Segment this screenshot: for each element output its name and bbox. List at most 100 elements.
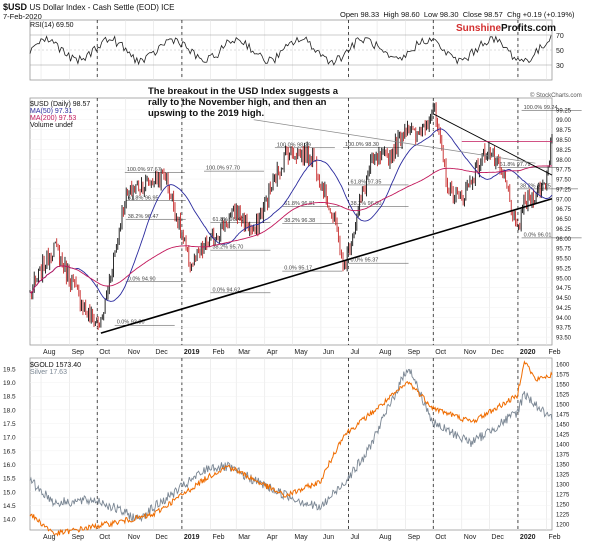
x-tick-label-usd: Feb — [212, 349, 224, 356]
gold-tick-label: 1300 — [556, 483, 570, 489]
usd-legend: $USD (Daily) 98.57 MA(50) 97.31 MA(200) … — [30, 101, 90, 129]
gold-tick-label: 1250 — [556, 503, 570, 509]
brand-part2: Profits.com — [501, 23, 557, 34]
x-tick-label-gold: Feb — [548, 534, 560, 541]
usd-tick-label: 99.00 — [556, 118, 572, 124]
fib-level-label: 0.0% 95.37 — [351, 258, 379, 264]
fib-level-label: 38.2% 96.38 — [284, 218, 315, 224]
rsi-tick-label: 50 — [556, 48, 564, 55]
x-tick-label-gold: Apr — [267, 534, 279, 541]
gold-legend: $GOLD 1573.40 Silver 17.63 — [30, 362, 81, 376]
gold-line — [29, 360, 553, 537]
x-tick-label-gold: Mar — [238, 534, 251, 541]
gold-tick-label: 1450 — [556, 423, 570, 429]
x-tick-label-gold: May — [294, 534, 308, 541]
x-tick-label-usd: Feb — [548, 349, 560, 356]
x-tick-label-usd: Nov — [464, 349, 477, 356]
x-tick-label-usd: Dec — [491, 349, 504, 356]
usd-tick-label: 97.75 — [556, 168, 572, 174]
fib-level-label: 61.8% 96.81 — [284, 201, 315, 207]
fib-level-label: 0.0% 93.80 — [117, 320, 145, 326]
usd-tick-label: 94.25 — [556, 306, 572, 312]
silver-tick-label: 17.0 — [3, 435, 16, 442]
fib-level-label: 61.8% 96.95 — [128, 195, 159, 201]
fib-level-label: 61.8% 96.40 — [212, 217, 243, 223]
fib-level-label: 0.0% 95.17 — [284, 266, 312, 272]
gold-tick-label: 1550 — [556, 383, 570, 389]
usd-tick-label: 94.00 — [556, 316, 572, 322]
fib-level-label: 38.2% 97.25 — [520, 183, 551, 189]
fib-level-label: 0.0% 94.62 — [212, 287, 240, 293]
chart-header-title: $USD US Dollar Index - Cash Settle (EOD)… — [3, 2, 174, 12]
ma50-line — [29, 128, 553, 302]
usd-tick-label: 98.25 — [556, 148, 572, 154]
x-tick-label-gold: Oct — [99, 534, 110, 541]
x-tick-label-gold: Nov — [464, 534, 477, 541]
gold-tick-label: 1425 — [556, 433, 570, 439]
annotation-pointer-line — [253, 119, 536, 164]
fib-level-label: 0.0% 96.01 — [524, 232, 552, 238]
x-tick-label-gold: Sep — [408, 534, 421, 541]
fib-level-label: 38.2% 96.47 — [128, 214, 159, 220]
usd-panel-frame — [29, 97, 553, 346]
ma200-line — [29, 165, 553, 294]
usd-tick-label: 95.50 — [556, 257, 572, 263]
brand-part1: Sunshine — [456, 23, 502, 34]
legend-ma200: MA(200) 97.53 — [30, 115, 77, 122]
usd-tick-label: 96.00 — [556, 237, 572, 243]
silver-tick-label: 16.0 — [3, 462, 16, 469]
x-tick-label-usd: Jul — [351, 349, 360, 356]
silver-tick-label: 16.5 — [3, 448, 16, 455]
x-tick-label-gold: Oct — [435, 534, 446, 541]
usd-tick-label: 94.50 — [556, 296, 572, 302]
fib-level-label: 38.2% 95.70 — [212, 245, 243, 251]
silver-tick-label: 19.0 — [3, 380, 16, 387]
x-tick-label-gold: Nov — [128, 534, 141, 541]
silver-tick-label: 15.5 — [3, 476, 16, 483]
gold-tick-label: 1225 — [556, 513, 570, 519]
usd-tick-label: 98.75 — [556, 128, 572, 134]
breakout-annotation: The breakout in the USD Index suggests a… — [148, 86, 339, 119]
usd-tick-label: 97.25 — [556, 187, 572, 193]
x-tick-label-gold: Aug — [43, 534, 56, 541]
fib-level-label: 100.0% 97.70 — [206, 166, 240, 172]
x-tick-label-usd: Jun — [323, 349, 334, 356]
x-tick-label-usd: Aug — [43, 349, 56, 356]
silver-tick-label: 18.5 — [3, 394, 16, 401]
gold-tick-label: 1325 — [556, 473, 570, 479]
usd-tick-label: 97.50 — [556, 178, 572, 184]
fib-level-label: 100.0% 97.67 — [127, 167, 161, 173]
usd-tick-label: 96.50 — [556, 217, 572, 223]
usd-tick-label: 95.75 — [556, 247, 572, 253]
x-tick-label-usd: May — [294, 349, 308, 356]
x-tick-label-gold: Dec — [155, 534, 168, 541]
silver-tick-label: 18.0 — [3, 407, 16, 414]
chart-date: 7-Feb-2020 — [3, 12, 42, 21]
silver-tick-label: 19.5 — [3, 366, 16, 373]
fib-level-label: 0.0% 94.90 — [128, 276, 156, 282]
gold-tick-label: 1575 — [556, 373, 570, 379]
legend-volume: Volume undef — [30, 122, 73, 129]
x-tick-label-usd: Sep — [72, 349, 85, 356]
gold-tick-label: 1375 — [556, 453, 570, 459]
rising-support-trendline — [100, 198, 553, 334]
fib-level-label: 100.0% 99.24 — [524, 105, 558, 111]
legend-silver: Silver 17.63 — [30, 369, 67, 376]
rsi-tick-label: 70 — [556, 33, 564, 40]
x-tick-label-usd: Aug — [379, 349, 392, 356]
x-tick-label-gold: 2020 — [520, 534, 536, 541]
silver-line — [29, 368, 553, 523]
usd-tick-label: 95.00 — [556, 276, 572, 282]
x-tick-label-usd: Oct — [435, 349, 446, 356]
gold-tick-label: 1275 — [556, 493, 570, 499]
usd-tick-label: 93.50 — [556, 336, 572, 342]
rsi-label: RSI(14) 69.50 — [30, 22, 74, 29]
x-tick-label-usd: Dec — [155, 349, 168, 356]
gold-tick-label: 1525 — [556, 393, 570, 399]
x-tick-label-gold: Jul — [351, 534, 360, 541]
legend-usd: $USD (Daily) 98.57 — [30, 101, 91, 108]
gold-tick-label: 1475 — [556, 413, 570, 419]
x-tick-label-gold: Jun — [323, 534, 334, 541]
